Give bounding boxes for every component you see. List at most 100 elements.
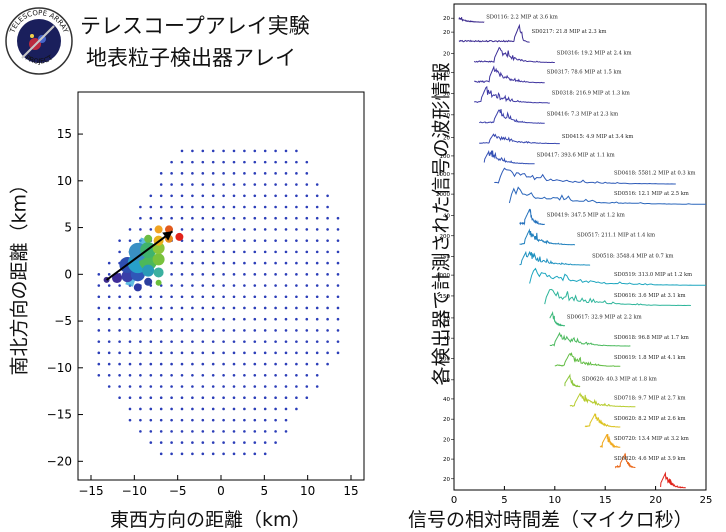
detector-dot bbox=[191, 149, 194, 153]
detector-dot bbox=[315, 183, 319, 186]
detector-dot bbox=[191, 172, 194, 175]
detector-dot bbox=[284, 385, 288, 388]
detector-dot bbox=[315, 273, 319, 276]
detector-dot bbox=[284, 295, 288, 299]
detector-dot bbox=[211, 205, 215, 209]
detector-dot bbox=[180, 261, 184, 265]
detector-dot bbox=[232, 385, 236, 388]
detector-dot bbox=[97, 306, 101, 310]
detector-dot bbox=[201, 306, 205, 310]
waveform-trace bbox=[473, 46, 555, 64]
detector-dot bbox=[201, 160, 205, 164]
detector-dot bbox=[274, 340, 277, 343]
wave-ytick-label: 20 bbox=[443, 16, 450, 22]
detector-dot bbox=[253, 273, 257, 276]
detector-dot bbox=[97, 273, 101, 276]
detector-dot bbox=[243, 284, 246, 287]
wave-xtick-label: 10 bbox=[548, 495, 561, 506]
detector-dot bbox=[232, 295, 236, 299]
detector-dot bbox=[263, 194, 267, 198]
detector-dot bbox=[159, 452, 163, 456]
detector-dot bbox=[336, 284, 340, 287]
wave-xtick-label: 15 bbox=[599, 495, 612, 506]
detector-dot bbox=[253, 228, 257, 231]
detector-dot bbox=[253, 284, 257, 287]
waveform-label: SD0620: 40.3 MIP at 1.8 km bbox=[582, 376, 657, 382]
detector-dot bbox=[295, 250, 298, 254]
detector-dot bbox=[128, 317, 132, 321]
waveform-trace bbox=[554, 352, 621, 367]
detector-dot bbox=[180, 228, 184, 231]
detector-dot bbox=[263, 205, 267, 209]
detector-dot bbox=[222, 373, 225, 377]
detector-dot bbox=[274, 149, 277, 153]
detector-dot bbox=[201, 385, 205, 388]
detector-dot bbox=[118, 284, 121, 287]
wave-xtick-label: 0 bbox=[451, 495, 457, 506]
detector-dot bbox=[107, 261, 111, 265]
detector-dot bbox=[222, 441, 225, 444]
waveform-trace bbox=[494, 167, 676, 185]
detector-dot bbox=[180, 373, 184, 377]
waveform-label: SD0519: 313.0 MIP at 1.2 km bbox=[614, 272, 692, 278]
detector-dot bbox=[118, 329, 121, 332]
detector-dot bbox=[107, 329, 111, 332]
detector-dot bbox=[243, 273, 246, 276]
detector-dot bbox=[253, 385, 257, 388]
detector-dot bbox=[232, 373, 236, 377]
detector-dot bbox=[305, 306, 309, 310]
detector-dot bbox=[170, 172, 173, 175]
detector-dot bbox=[222, 250, 225, 254]
wave-ylabel: 各検出器で計測された信号の波形情報 bbox=[430, 62, 453, 386]
detector-dot bbox=[295, 362, 298, 366]
detector-dot bbox=[284, 351, 288, 355]
detector-dot bbox=[222, 261, 225, 265]
waveform-label: SD0416: 7.3 MIP at 2.3 km bbox=[547, 112, 619, 118]
detector-dot bbox=[159, 385, 163, 388]
event-hit-marker bbox=[152, 253, 165, 266]
detector-dot bbox=[253, 172, 257, 175]
detector-dot bbox=[118, 306, 121, 310]
detector-dot bbox=[128, 351, 132, 355]
detector-dot bbox=[243, 295, 246, 299]
detector-dot bbox=[305, 172, 309, 175]
detector-dot bbox=[336, 295, 340, 299]
detector-dot bbox=[149, 385, 153, 388]
detector-dot bbox=[284, 216, 288, 220]
detector-dot bbox=[107, 295, 111, 299]
detector-dot bbox=[253, 362, 257, 366]
detector-dot bbox=[118, 373, 121, 377]
detector-dot bbox=[191, 407, 194, 411]
detector-dot bbox=[159, 362, 163, 366]
detector-dot bbox=[170, 385, 173, 388]
detector-dot bbox=[253, 329, 257, 332]
detector-dot bbox=[201, 418, 205, 422]
detector-dot bbox=[128, 407, 132, 411]
detector-dot bbox=[180, 205, 184, 209]
detector-dot bbox=[232, 340, 236, 343]
map-ytick-label: −20 bbox=[47, 454, 72, 468]
detector-dot bbox=[180, 295, 184, 299]
detector-dot bbox=[139, 329, 142, 332]
detector-dot bbox=[326, 228, 329, 231]
detector-dot bbox=[295, 284, 298, 287]
detector-dot bbox=[170, 340, 173, 343]
event-hit-marker bbox=[144, 234, 153, 243]
detector-dot bbox=[159, 216, 163, 220]
detector-dot bbox=[274, 396, 277, 400]
detector-dot bbox=[149, 295, 153, 299]
detector-dot bbox=[211, 418, 215, 422]
waveform-label: SD0619: 1.8 MIP at 4.1 km bbox=[614, 355, 686, 361]
map-xtick-label: 0 bbox=[217, 484, 225, 498]
detector-dot bbox=[232, 216, 236, 220]
waveform-label: SD0517: 211.1 MIP at 1.4 km bbox=[577, 233, 655, 239]
detector-dot bbox=[253, 250, 257, 254]
detector-dot bbox=[326, 216, 329, 220]
detector-dot bbox=[159, 373, 163, 377]
detector-dot bbox=[180, 329, 184, 332]
detector-dot bbox=[170, 194, 173, 198]
detector-dot bbox=[159, 317, 163, 321]
detector-dot bbox=[243, 418, 246, 422]
detector-dot bbox=[191, 295, 194, 299]
detector-dot bbox=[295, 160, 298, 164]
